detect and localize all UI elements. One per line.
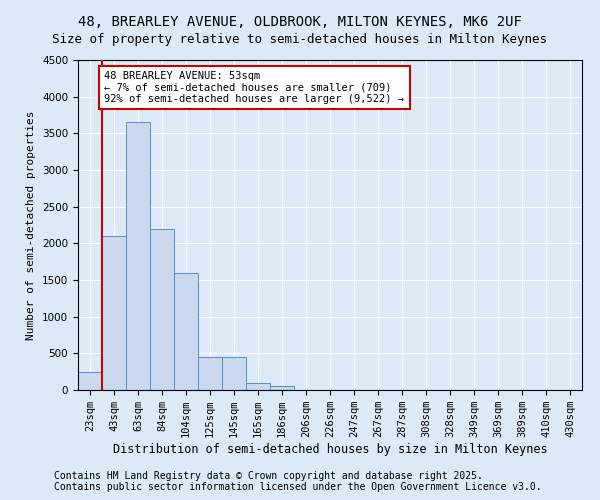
Bar — [222, 357, 246, 390]
Y-axis label: Number of semi-detached properties: Number of semi-detached properties — [26, 110, 37, 340]
Text: Size of property relative to semi-detached houses in Milton Keynes: Size of property relative to semi-detach… — [53, 32, 548, 46]
Bar — [102, 236, 126, 390]
Text: Contains HM Land Registry data © Crown copyright and database right 2025.
Contai: Contains HM Land Registry data © Crown c… — [54, 471, 542, 492]
Bar — [198, 357, 222, 390]
Text: 48, BREARLEY AVENUE, OLDBROOK, MILTON KEYNES, MK6 2UF: 48, BREARLEY AVENUE, OLDBROOK, MILTON KE… — [78, 15, 522, 29]
Bar — [246, 382, 270, 390]
Bar — [78, 372, 102, 390]
Bar — [150, 228, 174, 390]
Bar — [126, 122, 150, 390]
Bar — [174, 272, 198, 390]
Text: 48 BREARLEY AVENUE: 53sqm
← 7% of semi-detached houses are smaller (709)
92% of : 48 BREARLEY AVENUE: 53sqm ← 7% of semi-d… — [104, 71, 404, 104]
X-axis label: Distribution of semi-detached houses by size in Milton Keynes: Distribution of semi-detached houses by … — [113, 443, 547, 456]
Bar — [270, 386, 294, 390]
